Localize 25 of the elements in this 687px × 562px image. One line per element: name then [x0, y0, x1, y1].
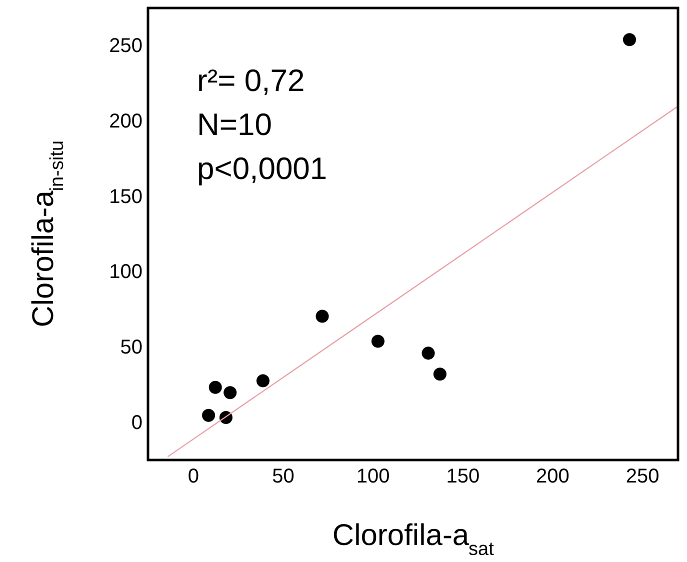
y-axis-title: Clorofila-ain-situ: [27, 140, 68, 328]
y-tick-label: 0: [131, 412, 142, 434]
point: [433, 368, 446, 381]
point: [622, 33, 636, 46]
point: [371, 334, 384, 348]
point: [256, 374, 270, 388]
point: [316, 310, 329, 323]
point: [202, 408, 216, 422]
annotation: p<0,0001: [197, 151, 328, 186]
point: [422, 346, 435, 360]
x-tick-label: 50: [272, 466, 294, 488]
x-tick-label: 100: [356, 466, 390, 488]
y-tick-label: 250: [109, 35, 142, 58]
x-tick-label: 250: [626, 466, 660, 488]
x-tick-label: 0: [188, 466, 199, 488]
y-tick-label: 50: [120, 336, 142, 358]
point: [224, 386, 237, 400]
y-tick-label: 200: [109, 110, 142, 132]
x-tick-label: 200: [536, 466, 570, 488]
annotation: N=10: [197, 107, 272, 142]
point: [208, 380, 222, 394]
y-tick-label: 150: [109, 186, 142, 208]
y-tick-label: 100: [109, 261, 142, 284]
annotation: r²= 0,72: [197, 63, 305, 98]
x-tick-label: 150: [446, 466, 480, 488]
